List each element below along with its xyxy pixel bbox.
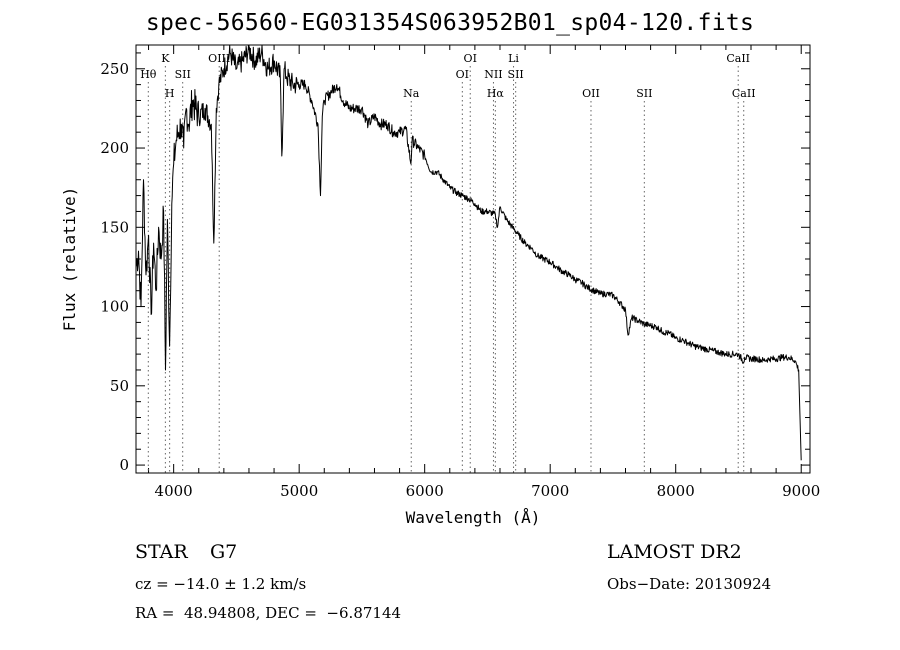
obs-date: Obs−Date: 20130924 (607, 575, 772, 593)
x-tick-label: 4000 (155, 482, 193, 500)
x-axis-label: Wavelength (Å) (406, 508, 541, 527)
line-marker-label: K (161, 52, 170, 65)
object-class: STAR (135, 541, 188, 563)
x-tick-label: 8000 (657, 482, 695, 500)
chart-title: spec-56560-EG031354S063952B01_sp04-120.f… (145, 10, 755, 36)
x-tick-label: 5000 (280, 482, 318, 500)
coordinates: RA = 48.94808, DEC = −6.87144 (135, 604, 402, 622)
line-marker-label: Na (403, 87, 420, 100)
y-tick-label: 200 (100, 139, 129, 157)
line-marker-label: OI (456, 68, 469, 81)
y-tick-label: 250 (100, 60, 129, 78)
x-tick-label: 6000 (406, 482, 444, 500)
survey-label: LAMOST DR2 (607, 541, 742, 563)
y-axis-label: Flux (relative) (60, 187, 79, 332)
line-marker-label: OII (582, 87, 600, 100)
plot-frame (135, 44, 811, 474)
redshift-text: cz = −14.0 ± 1.2 km/s (135, 575, 307, 593)
y-tick-label: 150 (100, 218, 129, 236)
y-tick-label: 100 (100, 298, 129, 316)
object-subclass: G7 (210, 541, 238, 563)
line-marker-label: Hα (487, 87, 505, 100)
x-tick-label: 7000 (531, 482, 569, 500)
line-marker-label: OIII (208, 52, 230, 65)
line-marker-label: Li (508, 52, 519, 65)
line-marker-label: OI (464, 52, 477, 65)
line-marker-label: Hθ (140, 68, 157, 81)
x-tick-label: 9000 (782, 482, 820, 500)
line-marker-label: CaII (732, 87, 756, 100)
y-tick-label: 0 (119, 456, 129, 474)
line-marker-label: NII (484, 68, 502, 81)
line-marker-label: SII (175, 68, 191, 81)
spectrum-line (135, 44, 802, 461)
line-marker-label: CaII (726, 52, 750, 65)
line-marker-label: SII (636, 87, 652, 100)
line-marker-label: SII (508, 68, 524, 81)
y-tick-label: 50 (110, 377, 129, 395)
line-marker-label: H (165, 87, 175, 100)
